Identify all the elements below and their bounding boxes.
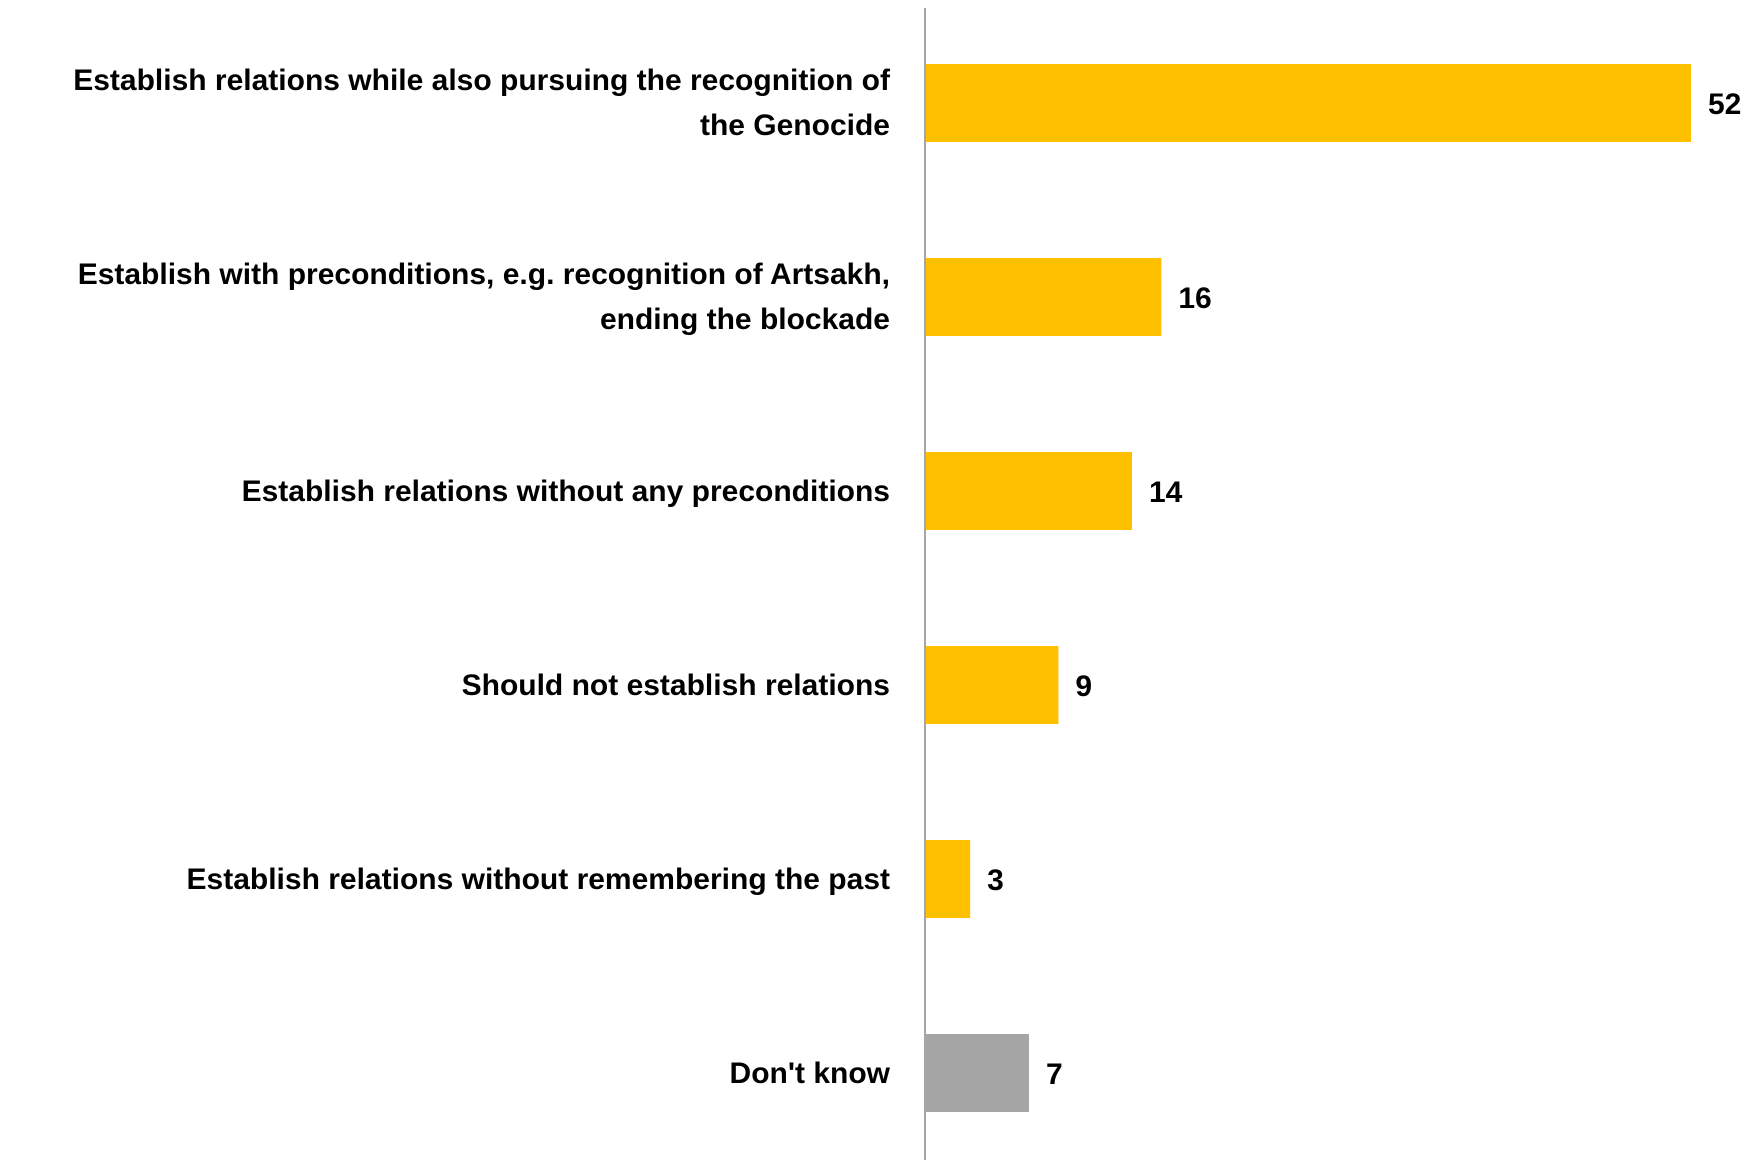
category-label-line: Establish relations without any precondi… bbox=[241, 474, 890, 508]
category-label-line: Don't know bbox=[729, 1056, 890, 1090]
data-label-1: 16 bbox=[1178, 282, 1211, 315]
category-label-4: Establish relations without remembering … bbox=[0, 857, 890, 902]
category-label-1: Establish with preconditions, e.g. recog… bbox=[0, 252, 890, 342]
category-label-line: Should not establish relations bbox=[461, 668, 890, 702]
data-label-3: 9 bbox=[1075, 670, 1092, 703]
bar-5 bbox=[926, 1034, 1029, 1112]
category-label-3: Should not establish relations bbox=[0, 663, 890, 708]
category-label-line: Establish relations without remembering … bbox=[186, 862, 890, 896]
category-label-line: Establish with preconditions, e.g. recog… bbox=[77, 258, 890, 291]
category-label-line: ending the blockade bbox=[599, 303, 890, 336]
category-label-0: Establish relations while also pursuing … bbox=[0, 58, 890, 148]
data-label-4: 3 bbox=[987, 864, 1004, 897]
bar-2 bbox=[926, 452, 1132, 530]
data-label-2: 14 bbox=[1149, 476, 1183, 509]
bar-3 bbox=[926, 646, 1059, 724]
category-label-line: the Genocide bbox=[699, 109, 890, 142]
bar-1 bbox=[926, 258, 1162, 336]
category-label-line: Establish relations while also pursuing … bbox=[73, 64, 890, 97]
data-label-0: 52 bbox=[1708, 88, 1741, 121]
bar-0 bbox=[926, 64, 1691, 142]
category-label-5: Don't know bbox=[0, 1051, 890, 1096]
data-label-5: 7 bbox=[1046, 1058, 1063, 1091]
bar-4 bbox=[926, 840, 971, 918]
category-label-2: Establish relations without any precondi… bbox=[0, 469, 890, 514]
